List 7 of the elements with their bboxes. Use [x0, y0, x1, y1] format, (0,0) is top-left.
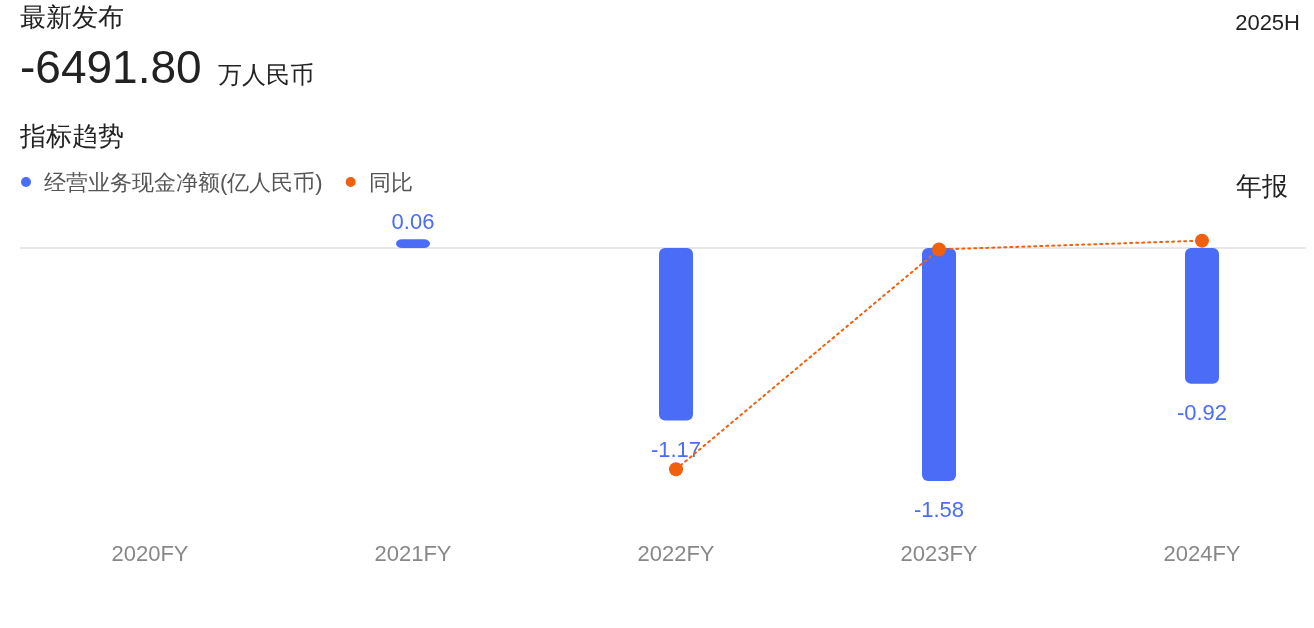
subtitle: -6491.80 万人民币 [20, 41, 315, 93]
legend-label: 经营业务现金净额(亿人民币) [44, 170, 323, 195]
annotation: 年报 [1236, 171, 1288, 201]
annotation: 指标趋势 [20, 121, 124, 151]
legend-label: 同比 [368, 170, 413, 195]
title: 最新发布 [20, 2, 124, 32]
annotation: 2025H [1235, 10, 1300, 35]
